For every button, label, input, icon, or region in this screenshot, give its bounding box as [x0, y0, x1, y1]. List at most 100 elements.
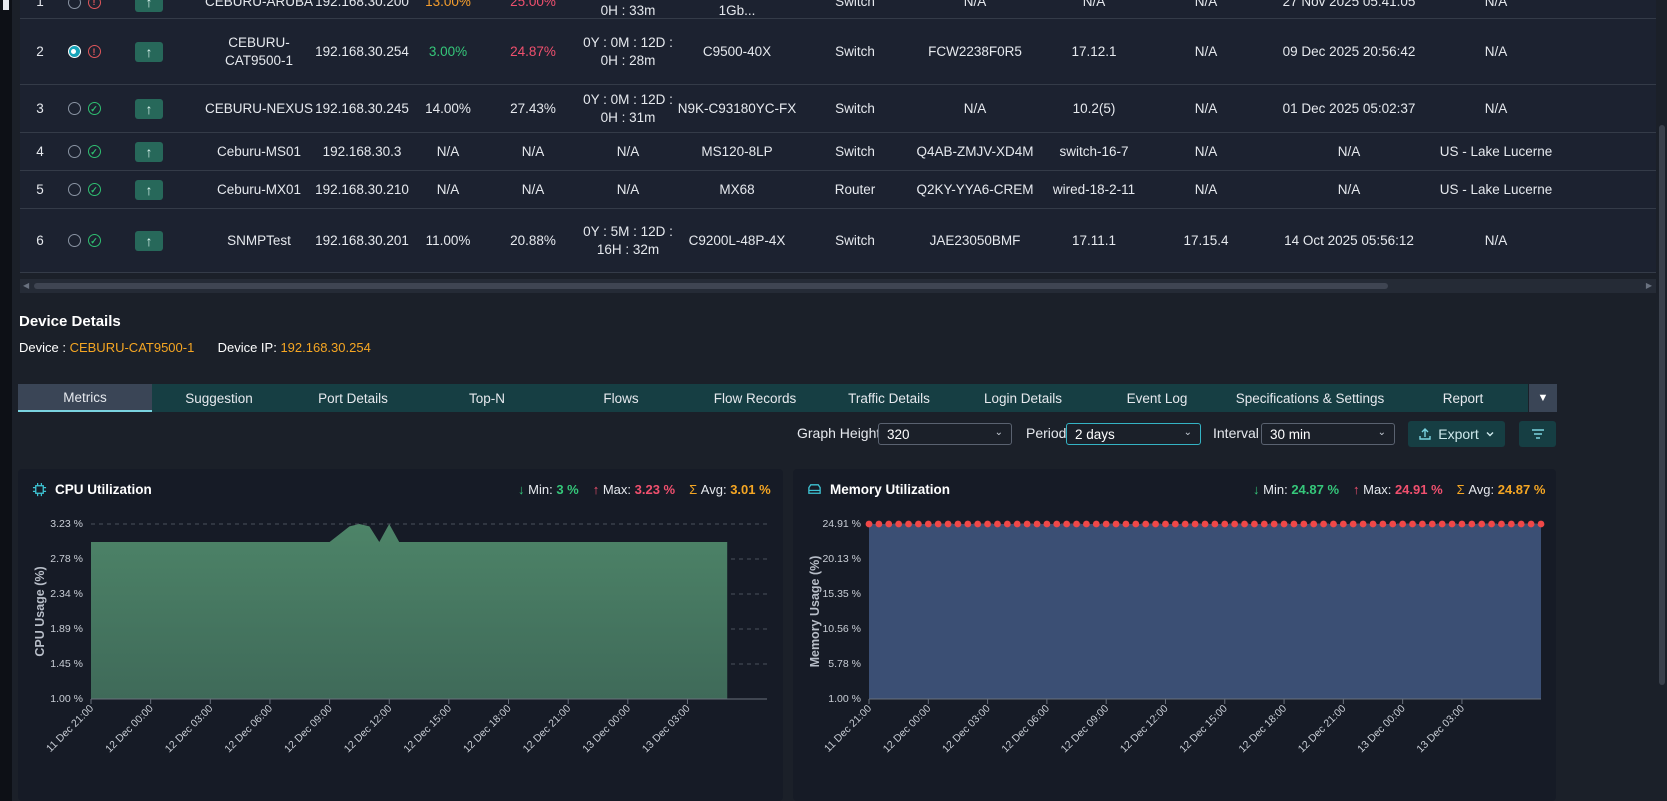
scroll-right-icon[interactable]: ▶: [1645, 281, 1652, 290]
row-select-radio[interactable]: [67, 102, 81, 115]
x-tick-label: 11 Dec 21:00: [822, 703, 874, 755]
table-row[interactable]: 4 ✓ ↑ Ceburu-MS01 192.168.30.3 N/A N/A N/A MS120…: [20, 133, 1656, 171]
cell-name: CEBURU- CAT9500-1: [224, 34, 294, 68]
interval-label: Interval: [1213, 425, 1259, 441]
table-row[interactable]: 1! ↑ CEBURU-ARUBA 192.168.30.200 13.00% 25.00…: [20, 0, 1656, 19]
cell-ip: 192.168.30.210: [315, 181, 409, 197]
y-tick-label: 2.34 %: [50, 588, 83, 600]
memory-area-series: [869, 524, 1541, 699]
tab-port-details[interactable]: Port Details: [318, 390, 388, 406]
mem-avg-stat: Σ Avg: 24.87 %: [1457, 482, 1546, 497]
row-select-radio[interactable]: [67, 183, 81, 196]
row-select-radio[interactable]: [67, 234, 81, 247]
y-tick-label: 1.00 %: [828, 693, 861, 705]
scrollbar-thumb[interactable]: [1659, 125, 1665, 685]
cell-serial: Q2KY-YYA6-CREM: [916, 181, 1034, 197]
tab-specifications-settings[interactable]: Specifications & Settings: [1235, 390, 1385, 406]
data-point-marker: [1043, 520, 1051, 528]
tab-flow-records[interactable]: Flow Records: [713, 390, 797, 406]
caret-down-icon: ▼: [1537, 392, 1549, 404]
device-ip-value: 192.168.30.254: [280, 340, 371, 355]
y-tick-label: 20.13 %: [822, 553, 861, 565]
x-tick-label: 12 Dec 15:00: [401, 703, 454, 756]
sigma-icon: Σ: [1456, 482, 1465, 497]
tab-suggestion[interactable]: Suggestion: [185, 390, 253, 406]
arrow-up-icon[interactable]: ↑: [135, 0, 163, 12]
row-select-radio[interactable]: [67, 145, 81, 158]
cell-mem: 20.88%: [510, 232, 556, 248]
row-select-radio[interactable]: [67, 45, 81, 58]
table-row[interactable]: 3 ✓ ↑ CEBURU-NEXUS 192.168.30.245 14.00% 27.43…: [20, 85, 1656, 133]
cell-num: 1: [36, 0, 44, 9]
data-point-marker: [915, 520, 922, 528]
data-point-marker: [924, 520, 932, 528]
x-tick-label: 12 Dec 09:00: [282, 703, 335, 756]
arrow-down-icon: ↓: [518, 482, 525, 497]
arrow-up-icon[interactable]: ↑: [135, 230, 163, 251]
table-row[interactable]: 6 ✓ ↑ SNMPTest 192.168.30.201 11.00% 20.88% 0Y …: [20, 209, 1656, 273]
tab-report[interactable]: Report: [1442, 390, 1484, 406]
arrow-up-icon[interactable]: ↑: [135, 41, 163, 62]
tab-top-n[interactable]: Top-N: [468, 390, 505, 406]
x-tick-label: 13 Dec 03:00: [1414, 703, 1467, 756]
data-point-marker: [1537, 520, 1545, 528]
data-point-marker: [1162, 520, 1169, 528]
vertical-scrollbar[interactable]: [1657, 0, 1667, 801]
memory-chart: 24.91 % 20.13 % 15.35 % 10.56 % 5.78 % 1.00 %…: [808, 518, 1545, 756]
scrollbar-thumb[interactable]: [34, 283, 1388, 289]
arrow-up-icon[interactable]: ↑: [135, 98, 163, 119]
data-point-marker: [954, 520, 962, 528]
period-select[interactable]: 2 days ⌄: [1066, 423, 1201, 445]
data-point-marker: [1349, 520, 1357, 528]
memory-utilization-panel: Memory Utilization ↓ Min: 24.87 % ↑ Max:…: [793, 469, 1556, 801]
cell-cpu: 11.00%: [425, 232, 471, 248]
table-row[interactable]: 5 ✓ ↑ Ceburu-MX01 192.168.30.210 N/A N/A N/A MX6…: [20, 171, 1656, 209]
data-point-marker: [1013, 520, 1021, 528]
cpu-avg-stat: Σ Avg: 3.01 %: [689, 482, 771, 497]
cpu-chip-icon: [32, 482, 47, 497]
cell-os: 10.2(5): [1072, 100, 1116, 116]
tab-traffic-details[interactable]: Traffic Details: [848, 390, 930, 406]
cpu-min-label: Min:: [528, 482, 553, 497]
x-tick-label: 12 Dec 06:00: [999, 703, 1052, 756]
radio-cell: [64, 209, 84, 272]
data-point-marker: [1468, 520, 1476, 528]
cell-type: Router: [834, 181, 876, 197]
status-ok-icon: ✓: [87, 234, 101, 247]
export-button[interactable]: Export: [1408, 421, 1505, 447]
graph-height-select[interactable]: 320 ⌄: [878, 423, 1012, 445]
data-point-marker: [1339, 520, 1347, 528]
filter-button[interactable]: [1519, 421, 1556, 447]
tabs-more-button[interactable]: ▼: [1529, 384, 1557, 412]
cell-mem: 27.43%: [510, 100, 556, 116]
x-tick-label: 12 Dec 18:00: [461, 703, 514, 756]
chevron-down-icon: ⌄: [1183, 427, 1192, 438]
interval-select[interactable]: 30 min ⌄: [1261, 423, 1395, 445]
device-details-title: Device Details: [19, 313, 121, 330]
data-point-marker: [1023, 520, 1031, 528]
data-point-marker: [1478, 520, 1486, 528]
data-point-marker: [1152, 520, 1159, 528]
cell-name: SNMPTest: [227, 232, 291, 248]
data-point-marker: [1527, 520, 1535, 528]
memory-icon: [808, 484, 821, 494]
cell-model: C9500-40X: [702, 43, 772, 59]
mem-min-stat: ↓ Min: 24.87 %: [1253, 482, 1339, 497]
y-tick-label: 2.78 %: [50, 553, 83, 565]
table-row[interactable]: 2! ↑ CEBURU- CAT9500-1 192.168.30.254 3.00% 2…: [20, 19, 1656, 85]
scroll-left-icon[interactable]: ◀: [23, 281, 30, 290]
tab-event-log[interactable]: Event Log: [1126, 390, 1188, 406]
graph-height-label: Graph Height: [797, 425, 881, 441]
arrow-up-icon[interactable]: ↑: [135, 179, 163, 200]
cell-fw: N/A: [1194, 0, 1218, 9]
arrow-up-icon[interactable]: ↑: [135, 141, 163, 162]
memory-stats: ↓ Min: 24.87 % ↑ Max: 24.91 % Σ Avg: 24.…: [1253, 482, 1545, 497]
cpu-avg-value: 3.01 %: [730, 482, 771, 497]
row-select-radio[interactable]: [67, 0, 81, 9]
tab-login-details[interactable]: Login Details: [983, 390, 1063, 406]
cpu-avg-label: Avg:: [700, 482, 727, 497]
tab-flows[interactable]: Flows: [603, 390, 639, 406]
horizontal-scrollbar[interactable]: ◀ ▶: [20, 279, 1656, 293]
tab-metrics[interactable]: Metrics: [18, 384, 152, 412]
data-point-marker: [1409, 520, 1416, 528]
